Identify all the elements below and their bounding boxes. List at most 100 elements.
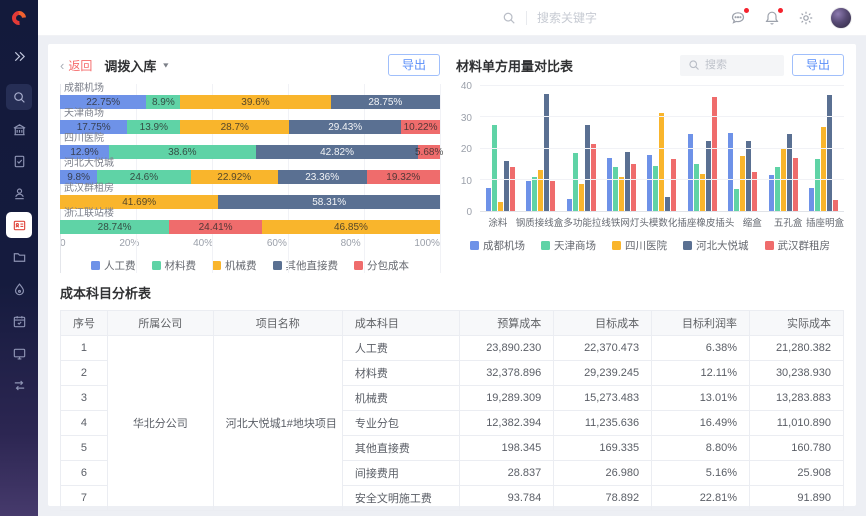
grouped-chart-legend: 成都机场 天津商场 四川医院 河北大悦城 武汉群租房 [456,238,844,253]
cell-index: 6 [60,460,108,486]
bar-group-8 [763,86,803,211]
legend-label: 河北大悦城 [696,240,749,252]
cell-margin: 13.01% [651,385,750,411]
x-tick-label: 60% [266,238,287,249]
bar-tianjin-mall [613,167,619,211]
messages-icon[interactable] [730,7,749,26]
cell-margin: 12.11% [651,360,750,386]
stacked-chart-legend: 人工费 材料费 机械费 其他直接费 分包成本 [60,258,440,273]
legend-item-tianjin-mall[interactable]: 天津商场 [541,238,596,253]
bar-chengdu-airport [485,187,491,211]
bar-group-3 [561,86,601,211]
bar-segment-material: 13.9% [127,120,181,134]
legend-item-machinery[interactable]: 机械费 [212,258,257,273]
legend-item-material[interactable]: 材料费 [151,258,196,273]
bar-segment-other-direct: 23.36% [277,170,367,184]
building-icon [13,123,25,135]
bar-segment-machinery: 39.6% [180,95,331,109]
legend-item-other-direct[interactable]: 其他直接费 [272,258,338,273]
stacked-bar-row: 河北大悦城 9.8% 24.6% 22.92% 23.36% 19.32% [60,159,440,184]
legend-item-hebei-joy-city[interactable]: 河北大悦城 [683,238,749,253]
legend-swatch [91,261,100,270]
chart-search-box[interactable] [679,54,784,76]
legend-item-labor[interactable]: 人工费 [91,258,136,273]
sidebar-item-monitor-icon[interactable] [6,340,32,366]
table-row: 7 安全文明施工费 93.784 78.892 22.81% 91.890 [60,485,844,511]
bar-tianjin-mall [815,159,821,211]
bar-hebei-joy-city [625,151,631,211]
x-tick-label: 40% [193,238,214,249]
x-axis-label: 涂料 [488,218,508,229]
sidebar-item-building-icon[interactable] [6,116,32,142]
column-header: 项目名称 [212,310,343,336]
stacked-bar-row: 成都机场 22.75% 8.9% 39.6% 28.75% [60,84,440,109]
notification-dot [744,7,749,13]
x-axis-label: 铁网灯头 [610,218,649,229]
sidebar-item-user-badge-icon[interactable] [6,180,32,206]
sidebar-item-document-check-icon[interactable] [6,148,32,174]
cell-margin: 8.80% [651,435,750,461]
calendar-icon [13,315,25,327]
bar-group-6 [682,86,722,211]
bar-sichuan-hospital [619,176,625,211]
bar-wuhan-rental [833,200,839,211]
search-icon[interactable] [502,11,516,25]
gridline [480,147,844,149]
bell-icon[interactable] [764,7,783,26]
cell-subject: 人工费 [341,335,461,361]
cell-target: 11,235.636 [553,410,653,436]
bar-tianjin-mall [774,167,780,211]
chevron-left-icon[interactable]: ‹ [60,57,65,73]
stacked-chart-x-axis: 0 20% 40% 60% 80% 100% [60,238,440,249]
sidebar-item-search-icon[interactable] [6,84,32,110]
export-button-right[interactable]: 导出 [791,54,844,76]
cell-target: 29,239.245 [553,360,653,386]
legend-item-subcontract[interactable]: 分包成本 [354,258,409,273]
column-header: 预算成本 [459,310,555,336]
legend-label: 武汉群租房 [777,240,831,252]
sidebar-item-calendar-icon[interactable] [6,308,32,334]
legend-item-chengdu-airport[interactable]: 成都机场 [470,238,525,253]
back-link[interactable]: 返回 [68,58,93,73]
notification-dot [778,7,783,13]
cell-margin: 5.16% [651,460,750,486]
global-search-input[interactable] [537,10,642,25]
column-header: 目标成本 [553,310,653,336]
y-tick-label: 40 [460,81,472,92]
bar-wuhan-rental [631,164,637,211]
legend-item-sichuan-hospital[interactable]: 四川医院 [612,238,667,253]
sidebar-item-id-card-icon[interactable] [6,212,32,238]
sidebar-item-transfer-icon[interactable] [6,372,32,398]
cell-subject: 机械费 [341,385,461,411]
legend-swatch [541,241,550,250]
user-avatar[interactable] [830,6,852,29]
panel-title-text: 调拨入库 [104,58,157,74]
legend-item-wuhan-rental[interactable]: 武汉群租房 [764,238,831,253]
x-axis-label: 插座明盒 [805,218,844,229]
cell-target: 22,370.473 [553,335,653,361]
bar-wuhan-rental [590,143,596,211]
user-badge-icon [14,187,24,199]
settings-gear-icon[interactable] [798,10,814,26]
bar-sichuan-hospital [538,170,544,211]
panel-title-dropdown[interactable]: 调拨入库 ▼ [104,56,170,75]
cell-budget: 12,382.394 [459,410,555,436]
search-icon [13,91,25,103]
sidebar-item-expand-icon[interactable] [6,43,32,69]
grouped-chart-x-axis: 涂料 钢质接线盒 多功能拉线 铁网灯头 模数化插座 橡皮插头 缩盒 五孔盒 插座明盒 [480,215,844,229]
sidebar-item-folder-icon[interactable] [6,244,32,270]
export-button-left[interactable]: 导出 [387,54,440,76]
y-tick-label: 0 [466,207,472,218]
cell-actual: 160.780 [749,435,844,461]
cell-actual: 30,238.930 [749,360,844,386]
legend-label: 四川医院 [625,240,667,252]
bar-segment-labor: 12.9% [60,145,110,159]
app-logo[interactable] [0,0,38,36]
x-tick-label: 20% [119,238,140,249]
legend-swatch [612,241,621,250]
chart-search-input[interactable] [704,59,775,71]
bar-chengdu-airport [809,187,815,211]
stacked-bar: 22.75% 8.9% 39.6% 28.75% [60,95,440,109]
cell-actual: 13,283.883 [749,385,844,411]
sidebar-item-drop-icon[interactable] [6,276,32,302]
